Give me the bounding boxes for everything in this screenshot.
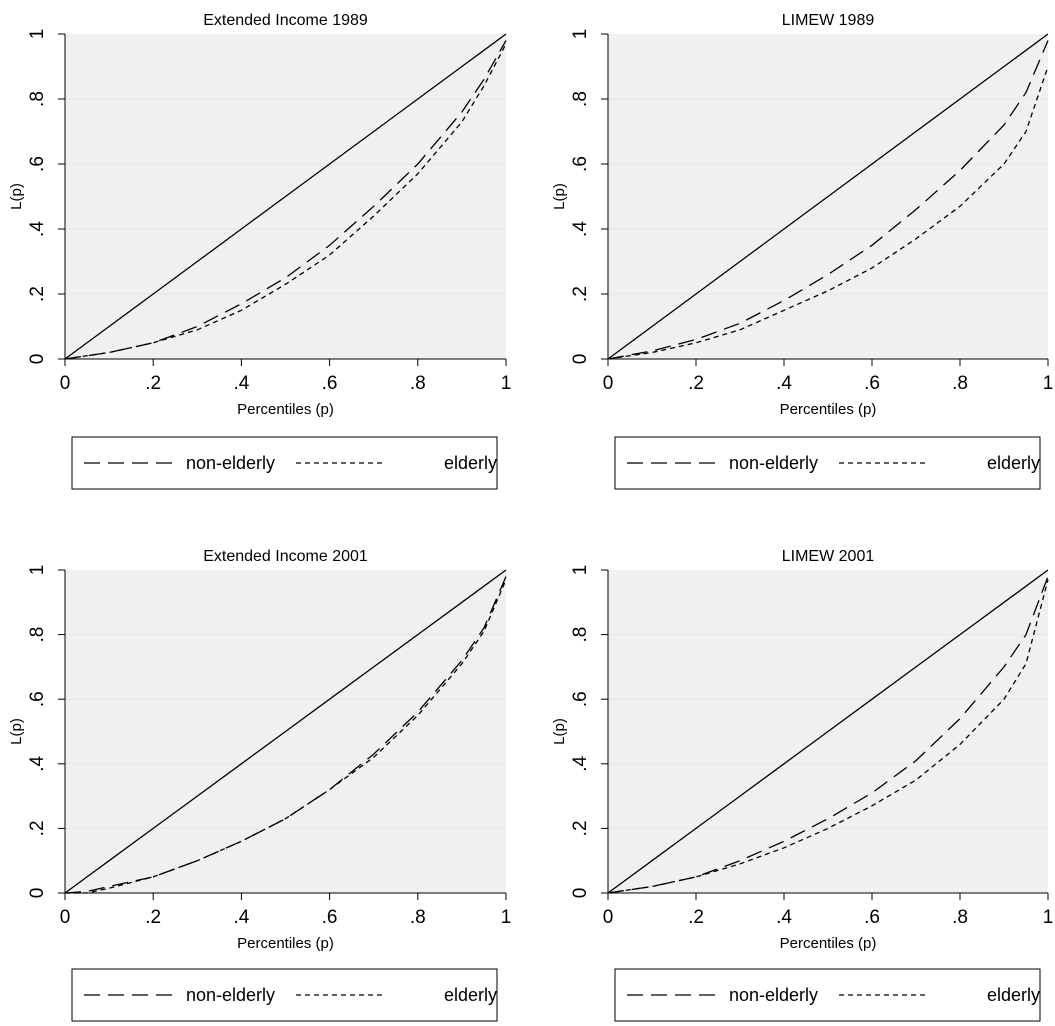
y-tick-label: 0 xyxy=(570,354,591,365)
x-tick-label: .4 xyxy=(776,373,792,394)
x-tick-label: .4 xyxy=(776,907,792,928)
chart-panel-1: 0 .2 .4 .6 .8 1 0 .2 .4 .6 .8 1 Extended Income 1989… xyxy=(8,12,512,490)
x-axis-label: Percentiles (p) xyxy=(780,401,877,418)
x-tick-label: 0 xyxy=(603,907,614,928)
chart-title: LIMEW 2001 xyxy=(782,548,875,565)
chart-title: LIMEW 1989 xyxy=(782,12,875,29)
y-axis-label: L(p) xyxy=(8,718,25,745)
chart-title: Extended Income 1989 xyxy=(203,12,368,29)
legend: non-elderly elderly xyxy=(71,968,498,1022)
x-tick-label: .4 xyxy=(233,907,249,928)
chart-panel-3: 0 .2 .4 .6 .8 1 0 .2 .4 .6 .8 1 Extended Income 2001… xyxy=(8,548,512,1022)
y-tick-label: .6 xyxy=(570,156,591,172)
y-tick-label: 1 xyxy=(570,565,591,576)
y-tick-label: .8 xyxy=(27,627,48,643)
y-tick-label: .4 xyxy=(570,221,591,237)
x-tick-label: .6 xyxy=(864,907,880,928)
x-axis-label: Percentiles (p) xyxy=(237,401,334,418)
x-tick-label: .6 xyxy=(322,373,338,394)
y-tick-label: .2 xyxy=(27,286,48,302)
series-line-equality xyxy=(64,569,507,894)
x-tick-label: .2 xyxy=(688,907,704,928)
chart-panel-2: 0 .2 .4 .6 .8 1 0 .2 .4 .6 .8 1 LIMEW 1989 Percentile… xyxy=(551,12,1054,490)
y-tick-label: .4 xyxy=(27,755,48,771)
y-tick-label: 0 xyxy=(27,888,48,899)
x-tick-label: 1 xyxy=(1043,373,1054,394)
x-tick-label: 0 xyxy=(603,373,614,394)
x-tick-label: 1 xyxy=(1043,907,1054,928)
y-tick-label: .2 xyxy=(570,286,591,302)
legend-label-elderly: elderly xyxy=(444,453,497,473)
legend-label-elderly: elderly xyxy=(987,453,1040,473)
y-axis-label: L(p) xyxy=(551,183,568,210)
y-tick-label: .2 xyxy=(570,820,591,836)
legend-label-non-elderly: non-elderly xyxy=(729,985,818,1005)
x-tick-label: .2 xyxy=(145,907,161,928)
y-tick-label: .2 xyxy=(27,820,48,836)
series-line-elderly xyxy=(607,66,1049,360)
y-tick-label: .8 xyxy=(570,91,591,107)
x-axis-label: Percentiles (p) xyxy=(237,935,334,952)
legend-label-non-elderly: non-elderly xyxy=(186,985,275,1005)
chart-title: Extended Income 2001 xyxy=(203,548,368,565)
legend-label-elderly: elderly xyxy=(987,985,1040,1005)
chart-panel-4: 0 .2 .4 .6 .8 1 0 .2 .4 .6 .8 1 LIMEW 2001 Percentile… xyxy=(551,548,1054,1022)
y-tick-label: .8 xyxy=(570,627,591,643)
y-tick-label: .6 xyxy=(570,691,591,707)
x-tick-label: .2 xyxy=(688,373,704,394)
x-tick-label: .8 xyxy=(410,373,426,394)
series-line-equality xyxy=(607,569,1049,894)
y-tick-label: 1 xyxy=(27,565,48,576)
y-axis-label: L(p) xyxy=(8,183,25,210)
series-line-non-elderly xyxy=(607,40,1049,360)
x-tick-label: .6 xyxy=(864,373,880,394)
series-line-equality xyxy=(64,33,507,360)
y-tick-label: 1 xyxy=(27,29,48,40)
y-axis-label: L(p) xyxy=(551,718,568,745)
y-tick-label: .4 xyxy=(570,755,591,771)
x-tick-label: .4 xyxy=(233,373,249,394)
x-tick-label: .6 xyxy=(322,907,338,928)
y-tick-label: .8 xyxy=(27,91,48,107)
legend: non-elderly elderly xyxy=(71,436,498,490)
y-tick-label: .6 xyxy=(27,691,48,707)
x-axis-label: Percentiles (p) xyxy=(780,935,877,952)
x-tick-label: 0 xyxy=(60,373,71,394)
x-tick-label: .8 xyxy=(410,907,426,928)
x-tick-label: 1 xyxy=(501,373,512,394)
x-tick-label: 0 xyxy=(60,907,71,928)
series-line-elderly xyxy=(607,579,1049,894)
y-tick-label: .6 xyxy=(27,156,48,172)
legend: non-elderly elderly xyxy=(614,436,1041,490)
x-tick-label: 1 xyxy=(501,907,512,928)
legend-label-elderly: elderly xyxy=(444,985,497,1005)
y-tick-label: 0 xyxy=(27,354,48,365)
legend: non-elderly elderly xyxy=(614,968,1041,1022)
y-tick-label: 0 xyxy=(570,888,591,899)
x-tick-label: .2 xyxy=(145,373,161,394)
x-tick-label: .8 xyxy=(952,907,968,928)
legend-label-non-elderly: non-elderly xyxy=(729,453,818,473)
series-line-equality xyxy=(607,33,1049,360)
x-tick-label: .8 xyxy=(952,373,968,394)
y-tick-label: 1 xyxy=(570,29,591,40)
series-line-elderly xyxy=(64,43,507,360)
y-tick-label: .4 xyxy=(27,221,48,237)
legend-label-non-elderly: non-elderly xyxy=(186,453,275,473)
series-line-elderly xyxy=(65,579,507,894)
